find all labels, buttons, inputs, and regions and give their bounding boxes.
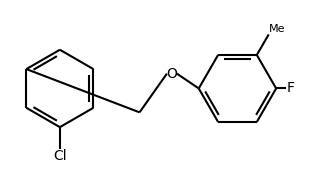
- Text: F: F: [286, 81, 294, 95]
- Text: O: O: [166, 67, 177, 81]
- Text: Cl: Cl: [53, 150, 67, 163]
- Text: Me: Me: [269, 24, 285, 34]
